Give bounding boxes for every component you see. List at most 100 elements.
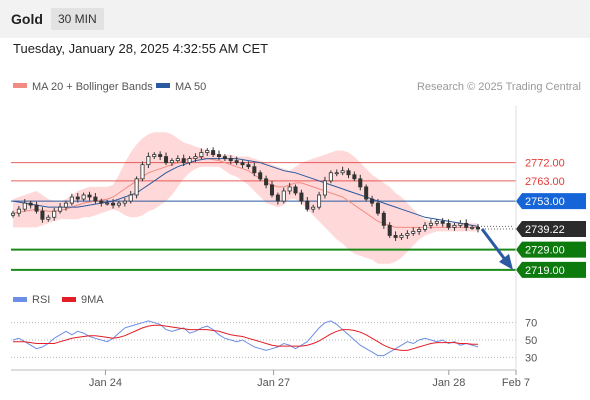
candle-body	[428, 222, 433, 226]
x-tick-label: Jan 28	[432, 377, 465, 389]
candle-body	[405, 233, 410, 236]
candle-body	[252, 166, 257, 174]
ma20-line	[12, 157, 478, 228]
candle-body	[111, 202, 116, 206]
rsi-9ma-line	[13, 324, 478, 351]
bollinger-band-layer	[13, 132, 478, 264]
candle-body	[69, 196, 74, 204]
level-tag-label: 2739.22	[525, 224, 565, 236]
candle-body	[146, 156, 151, 166]
candle-body	[99, 200, 104, 204]
timestamp: Tuesday, January 28, 2025 4:32:55 AM CET	[13, 41, 269, 56]
candle-body	[40, 210, 45, 220]
candle-body	[75, 196, 80, 200]
header-bar: Gold 30 MIN	[0, 0, 590, 38]
timeframe-button[interactable]: 30 MIN	[51, 8, 104, 30]
candle-body	[28, 202, 33, 206]
candle-body	[222, 156, 227, 159]
candle-body	[411, 231, 416, 234]
candle-body	[187, 158, 192, 164]
candle-body	[234, 160, 239, 164]
candle-body	[452, 224, 457, 228]
level-tag-2: 2753.00	[516, 193, 586, 210]
level-tag-1: 2763.00	[525, 176, 565, 188]
rsi-tick-label: 70	[525, 318, 537, 330]
level-tag-label: 2729.00	[525, 245, 565, 257]
candle-body	[346, 170, 351, 176]
candle-body	[158, 154, 163, 157]
level-tag-0: 2772.00	[525, 158, 565, 170]
candle-body	[16, 208, 21, 214]
level-tag-box	[516, 241, 586, 258]
rsi-tick-label: 30	[525, 352, 537, 364]
candle-body	[216, 154, 222, 157]
x-axis: Jan 24 Jan 27 Jan 28 Feb 7	[89, 370, 530, 389]
x-tick-label: Jan 24	[89, 377, 122, 389]
candle-body	[358, 178, 363, 188]
candle-body	[305, 200, 310, 210]
candle-body	[181, 158, 186, 164]
level-tag-3: 2739.22	[516, 220, 586, 237]
level-tag-label: 2753.00	[525, 196, 565, 208]
candle-body	[475, 226, 481, 230]
candle-body	[52, 210, 57, 218]
candle-body	[381, 212, 386, 226]
candle-body	[10, 212, 16, 216]
instrument-title: Gold	[11, 11, 43, 27]
candle-body	[281, 190, 286, 202]
candle-body	[122, 200, 127, 204]
rsi-legend-label: RSI	[32, 294, 50, 306]
candle-body	[199, 152, 204, 157]
candle-body	[458, 222, 463, 226]
candle-body	[364, 186, 369, 200]
candle-body	[375, 202, 380, 214]
candle-body	[334, 172, 339, 175]
level-tag-box	[516, 193, 586, 210]
candle-body	[440, 220, 445, 224]
candle-body	[81, 194, 86, 200]
candle-body	[164, 156, 169, 164]
candle-body	[417, 229, 422, 232]
level-tag-label: 2772.00	[525, 158, 565, 170]
candle-body	[22, 202, 27, 210]
x-tick-label: Feb 7	[502, 377, 530, 389]
candle-body	[205, 150, 210, 153]
candle-body	[423, 224, 428, 230]
candle-body	[175, 158, 180, 162]
candle-body	[228, 158, 233, 162]
ma20-legend-swatch	[13, 83, 27, 88]
candle-body	[193, 156, 198, 159]
candle-body	[211, 150, 216, 155]
level-tag-5: 2719.00	[516, 261, 586, 278]
candle-body	[434, 220, 439, 224]
candle-body	[399, 235, 404, 238]
rsi-tick-label: 50	[525, 335, 537, 347]
candlestick-layer	[10, 147, 481, 241]
ma50-legend-label: MA 50	[175, 81, 206, 93]
candle-body	[116, 202, 121, 206]
ma50-line	[12, 158, 479, 227]
candle-body	[464, 222, 469, 228]
candle-body	[246, 164, 251, 168]
rsi-line	[12, 320, 479, 357]
candle-body	[340, 170, 345, 174]
moving-average-layer	[12, 157, 512, 228]
candle-body	[287, 186, 292, 192]
ma20-legend-label: MA 20 + Bollinger Bands	[32, 81, 153, 93]
candle-body	[328, 172, 333, 182]
level-tag-box	[516, 261, 586, 278]
forecast-arrow-head	[499, 253, 513, 270]
credit-text: Research © 2025 Trading Central	[417, 81, 581, 93]
level-tag-label: 2719.00	[525, 265, 565, 277]
forecast-arrow-layer	[480, 228, 513, 270]
candle-body	[34, 204, 39, 212]
candle-body	[470, 226, 475, 229]
candle-body	[258, 172, 263, 180]
candle-body	[152, 154, 157, 157]
x-tick-label: Jan 27	[257, 377, 290, 389]
9ma-legend-swatch	[62, 297, 76, 302]
candle-body	[134, 178, 139, 196]
rsi-legend-swatch	[13, 297, 27, 302]
candle-body	[311, 206, 316, 210]
